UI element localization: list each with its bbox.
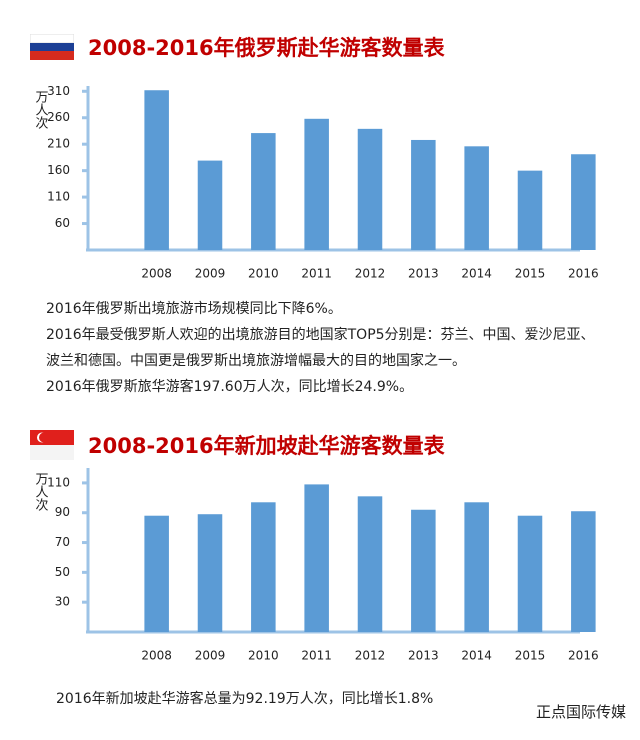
bar [144, 515, 169, 632]
x-tick-label: 2016 [568, 267, 599, 281]
x-tick-label: 2013 [408, 267, 439, 281]
x-tick-label: 2009 [195, 649, 226, 663]
notes: 2016年俄罗斯出境旅游市场规模同比下降6%。 2016年最受俄罗斯人欢迎的出境… [46, 296, 606, 400]
y-tick-label: 90 [55, 505, 70, 519]
note: 2016年新加坡赴华游客总量为92.19万人次，同比增长1.8% [56, 691, 434, 707]
x-tick-label: 2008 [141, 267, 172, 281]
bar [517, 170, 543, 250]
y-tick-label: 210 [47, 137, 70, 151]
x-tick-label: 2015 [515, 649, 546, 663]
x-tick-label: 2010 [248, 649, 279, 663]
bar [464, 146, 489, 250]
y-tick-label: 160 [47, 163, 70, 177]
bar [144, 90, 169, 250]
x-tick-label: 2009 [195, 267, 226, 281]
flag-russia [30, 34, 74, 60]
bar [357, 128, 383, 250]
x-tick-label: 2013 [408, 649, 439, 663]
bar [411, 509, 436, 632]
bar [197, 514, 223, 632]
y-tick-label: 310 [47, 84, 70, 98]
y-axis-label: 万人次 [33, 90, 49, 129]
bar [357, 496, 383, 632]
x-tick-label: 2016 [568, 649, 599, 663]
x-tick-label: 2011 [301, 267, 332, 281]
chart: 万人次 30 50 70 90 110 2008 2009 2010 2011 2012 2013 20… [33, 468, 599, 663]
chart: 万人次 60 110 160 210 260 310 2008 2009 2010 2011 2012… [33, 84, 599, 281]
note: 2016年最受俄罗斯人欢迎的出境旅游目的地国家TOP5分别是：芬兰、中国、爱沙尼… [46, 327, 595, 369]
y-tick-label: 70 [55, 535, 70, 549]
bar [464, 502, 489, 632]
notes: 2016年新加坡赴华游客总量为92.19万人次，同比增长1.8% [56, 686, 616, 712]
chart-title: 2008-2016年新加坡赴华游客数量表 [88, 434, 445, 458]
y-tick-label: 110 [47, 475, 70, 489]
y-tick-label: 50 [55, 565, 70, 579]
bar [251, 502, 276, 632]
chart-title: 2008-2016年俄罗斯赴华游客数量表 [88, 36, 445, 60]
x-tick-label: 2010 [248, 267, 279, 281]
y-axis-label: 万人次 [33, 472, 49, 511]
y-tick-label: 60 [55, 216, 70, 230]
note: 2016年俄罗斯出境旅游市场规模同比下降6%。 [46, 301, 342, 317]
bar [517, 515, 543, 632]
y-tick-label: 30 [55, 595, 70, 609]
x-tick-label: 2011 [301, 649, 332, 663]
bar [571, 154, 596, 250]
bar [411, 139, 436, 250]
footer: 正点国际传媒 [535, 703, 626, 721]
x-tick-label: 2012 [355, 267, 386, 281]
bar [251, 133, 276, 250]
x-tick-label: 2014 [461, 267, 492, 281]
note: 2016年俄罗斯旅华游客197.60万人次，同比增长24.9%。 [46, 379, 414, 395]
x-tick-label: 2014 [461, 649, 492, 663]
bar [571, 511, 596, 632]
header: 2008-2016年俄罗斯赴华游客数量表 [30, 30, 445, 64]
y-tick-label: 110 [47, 190, 70, 204]
bar [304, 118, 329, 250]
header: 2008-2016年新加坡赴华游客数量表 [30, 428, 445, 462]
y-tick-label: 260 [47, 110, 70, 124]
x-tick-label: 2012 [355, 649, 386, 663]
bar [197, 160, 223, 250]
bar [304, 484, 329, 632]
x-tick-label: 2008 [141, 649, 172, 663]
flag-singapore [30, 430, 74, 460]
x-tick-label: 2015 [515, 267, 546, 281]
